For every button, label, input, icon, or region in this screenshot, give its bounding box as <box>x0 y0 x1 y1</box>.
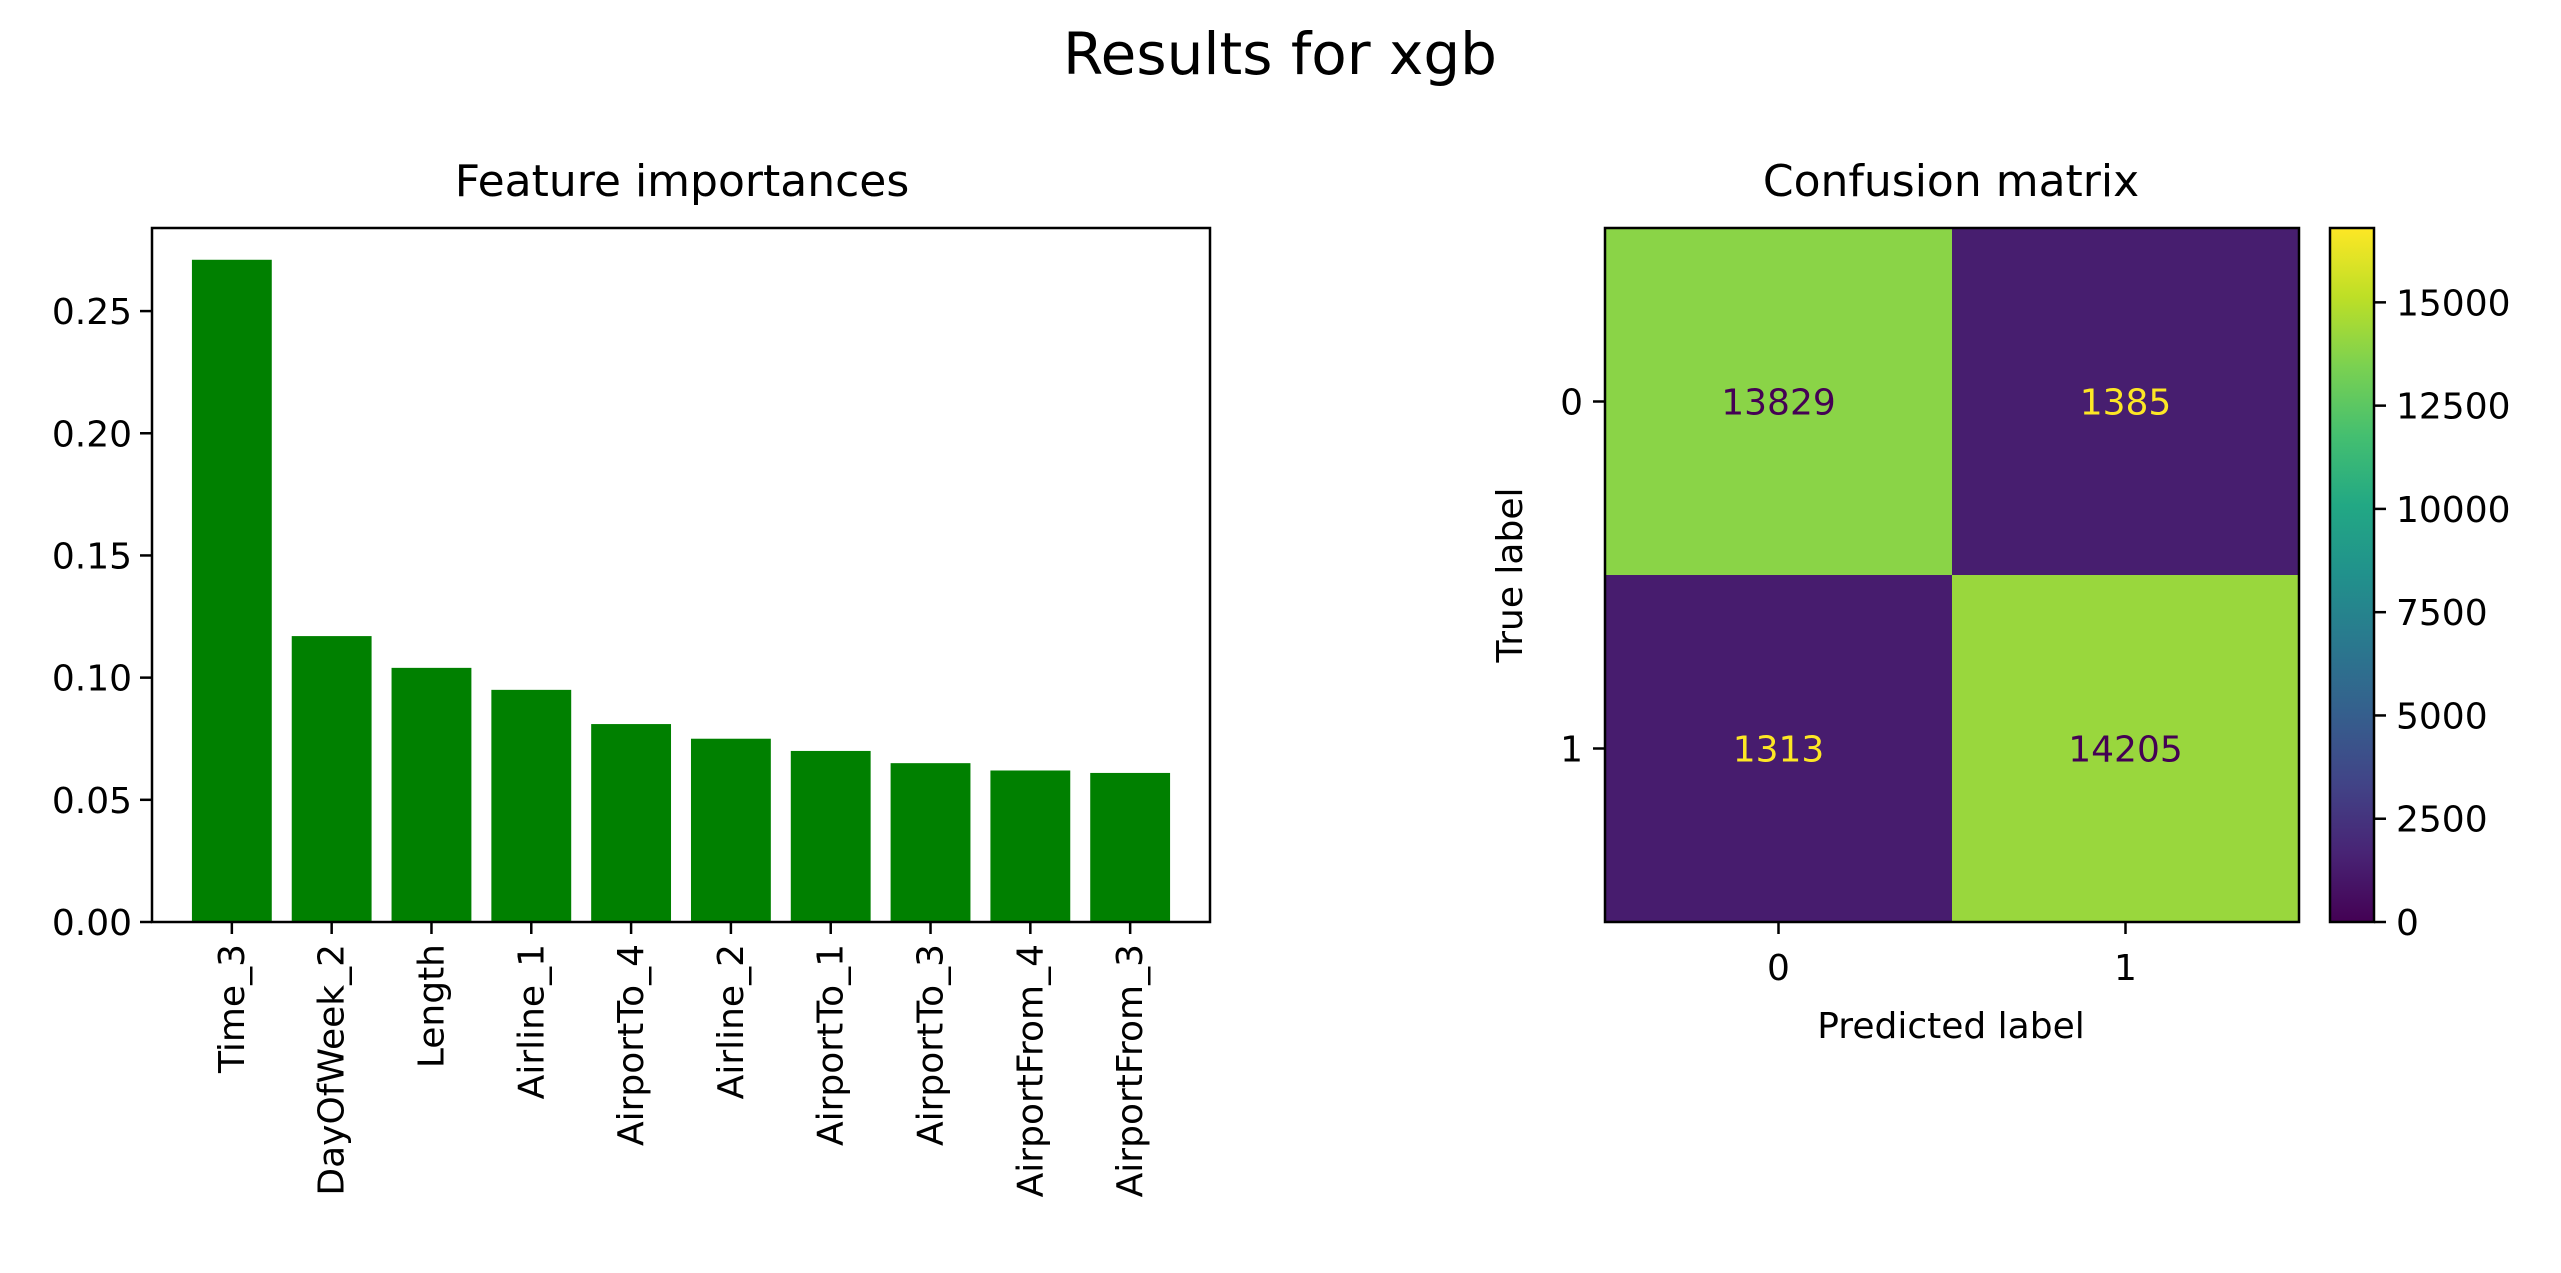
bar <box>990 770 1071 922</box>
figure-title: Results for xgb <box>1063 20 1497 88</box>
colorbar: 0 2500 5000 7500 10000 12500 15000 <box>2328 226 2511 944</box>
bar-xtick-label: Airline_1 <box>511 944 552 1099</box>
cm-y-axis-label: True label <box>1490 488 1531 664</box>
bar-plot-frame <box>150 226 1212 924</box>
bar-ytick-label: 0.20 <box>52 414 132 455</box>
bar-ytick-label: 0.10 <box>52 659 132 700</box>
cm-ytick-label: 1 <box>1560 730 1583 771</box>
cm-y-axis: 01 <box>1560 383 1605 771</box>
cm-cell-value: 14205 <box>2068 730 2183 771</box>
bar <box>890 763 971 922</box>
colorbar-tick-label: 12500 <box>2396 387 2511 428</box>
cm-cell-value: 13829 <box>1721 383 1836 424</box>
cm-cell <box>1952 575 2299 922</box>
cm-xtick-label: 0 <box>1767 948 1790 989</box>
colorbar-tick-label: 10000 <box>2396 490 2511 531</box>
bar-xtick-label: AirportFrom_3 <box>1110 944 1151 1197</box>
colorbar-ticks: 0 2500 5000 7500 10000 12500 15000 <box>2374 283 2511 944</box>
bar <box>690 738 771 922</box>
cm-cell-value: 1313 <box>1733 730 1825 771</box>
bar-xtick-label: DayOfWeek_2 <box>312 944 353 1196</box>
cm-cell <box>1952 228 2299 575</box>
bar <box>191 259 272 923</box>
bar <box>491 689 572 922</box>
cm-cell <box>1605 228 1952 575</box>
colorbar-tick-label: 5000 <box>2396 696 2488 737</box>
bar-x-axis: Time_3 DayOfWeek_2 Length Airline_1 AirportT… <box>212 922 1151 1197</box>
cm-cell <box>1605 575 1952 922</box>
colorbar-tick-label: 2500 <box>2396 800 2488 841</box>
bar <box>291 636 372 922</box>
colorbar-tick-label: 7500 <box>2396 593 2488 634</box>
bar-ytick-label: 0.15 <box>52 536 132 577</box>
bar-xtick-label: AirportTo_3 <box>911 944 952 1146</box>
bar-series <box>191 259 1171 923</box>
bar-chart-title: Feature importances <box>455 156 910 207</box>
bar-xtick-label: Length <box>411 944 452 1068</box>
bar <box>790 750 871 922</box>
bar-xtick-label: Airline_2 <box>711 944 752 1099</box>
bar-ytick-label: 0.05 <box>52 781 132 822</box>
cm-cell-value: 1385 <box>2080 383 2172 424</box>
cm-plot-frame <box>1603 226 2301 924</box>
cm-x-axis-label: Predicted label <box>1817 1006 2085 1047</box>
cm-title: Confusion matrix <box>1763 156 2139 207</box>
bar-ytick-label: 0.25 <box>52 292 132 333</box>
bar <box>1090 772 1171 922</box>
colorbar-tick-label: 15000 <box>2396 283 2511 324</box>
bar <box>591 724 672 922</box>
bar-xtick-label: AirportTo_4 <box>611 944 652 1146</box>
bar <box>391 667 472 922</box>
colorbar-tick-label: 0 <box>2396 903 2419 944</box>
colorbar-gradient <box>2328 226 2376 924</box>
bar-ytick-label: 0.00 <box>52 903 132 944</box>
feature-importances-chart: Feature importances 0.00 0.05 0.10 0.15 0.20… <box>52 156 1212 1197</box>
bar-xtick-label: AirportFrom_4 <box>1010 944 1051 1197</box>
cm-cells: 13829 1385 1313 14205 <box>1605 228 2299 922</box>
cm-xtick-label: 1 <box>2114 948 2137 989</box>
cm-ytick-label: 0 <box>1560 383 1583 424</box>
bar-xtick-label: Time_3 <box>212 944 253 1074</box>
bar-y-axis: 0.00 0.05 0.10 0.15 0.20 0.25 <box>52 292 152 944</box>
bar-xtick-label: AirportTo_1 <box>811 944 852 1146</box>
